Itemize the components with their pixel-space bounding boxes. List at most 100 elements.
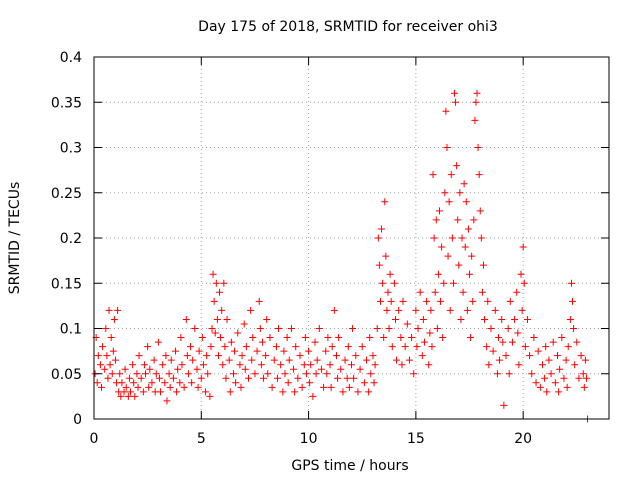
data-point <box>391 315 399 323</box>
data-point <box>313 356 321 364</box>
data-point <box>538 361 546 369</box>
data-marks <box>91 89 592 423</box>
data-point <box>511 315 519 323</box>
data-point <box>101 365 109 373</box>
data-point <box>483 343 491 351</box>
data-point <box>344 343 352 351</box>
data-point <box>380 334 388 342</box>
data-point <box>460 180 468 188</box>
data-point <box>260 374 268 382</box>
data-point <box>440 279 448 287</box>
data-point <box>99 343 107 351</box>
data-point <box>242 343 250 351</box>
data-point <box>441 189 449 197</box>
data-point <box>162 352 170 360</box>
data-point <box>287 325 295 332</box>
data-point <box>358 343 366 351</box>
data-point <box>352 352 360 360</box>
x-tick-label: 20 <box>514 431 532 447</box>
data-point <box>209 270 217 278</box>
data-point <box>264 370 272 378</box>
data-point <box>187 343 195 351</box>
data-point <box>129 361 137 369</box>
data-point <box>102 325 110 332</box>
data-point <box>225 356 233 364</box>
data-point <box>104 374 112 382</box>
data-point <box>120 388 128 396</box>
data-point <box>367 370 375 378</box>
data-point <box>332 352 340 360</box>
data-point <box>431 288 439 296</box>
x-tick-label: 0 <box>90 431 99 447</box>
data-point <box>301 334 309 342</box>
data-point <box>279 388 287 396</box>
data-point <box>555 388 563 396</box>
data-point <box>253 347 261 355</box>
data-point <box>373 325 381 332</box>
data-point <box>173 388 181 396</box>
data-point <box>502 352 510 360</box>
data-point <box>238 352 246 360</box>
data-point <box>211 329 219 337</box>
y-tick-label: 0.35 <box>51 95 82 111</box>
data-point <box>322 347 330 355</box>
data-point <box>195 347 203 355</box>
data-point <box>569 297 577 305</box>
data-point <box>374 234 382 242</box>
data-point <box>317 365 325 373</box>
data-point <box>188 379 196 387</box>
data-point <box>328 343 336 351</box>
data-point <box>444 252 452 260</box>
data-point <box>270 356 278 364</box>
data-point <box>563 383 571 391</box>
data-point <box>194 383 202 391</box>
data-point <box>420 338 428 346</box>
data-point <box>491 306 499 314</box>
data-point <box>277 361 285 369</box>
y-tick-label: 0.2 <box>60 231 82 247</box>
data-point <box>275 325 283 332</box>
data-point <box>330 306 338 314</box>
data-point <box>152 370 160 378</box>
data-point <box>221 343 229 351</box>
data-point <box>360 379 368 387</box>
data-point <box>108 370 116 378</box>
data-point <box>257 361 265 369</box>
data-point <box>469 297 477 305</box>
data-point <box>571 361 579 369</box>
data-point <box>378 225 386 233</box>
data-point <box>110 315 118 323</box>
data-point <box>489 347 497 355</box>
y-axis-label: SRMTID / TECUs <box>7 182 23 295</box>
data-point <box>135 352 143 360</box>
data-point <box>324 334 332 342</box>
data-point <box>280 347 288 355</box>
data-point <box>449 279 457 287</box>
data-point <box>174 365 182 373</box>
data-point <box>341 356 349 364</box>
data-point <box>484 297 492 305</box>
data-point <box>251 370 259 378</box>
data-point <box>121 365 129 373</box>
data-point <box>474 144 482 151</box>
data-point <box>93 379 101 387</box>
data-point <box>530 334 538 342</box>
data-point <box>366 334 374 342</box>
data-point <box>412 306 420 314</box>
ticks-layer <box>93 56 609 420</box>
x-tick-labels: 0 5 10 15 20 <box>90 431 533 447</box>
data-point <box>159 361 167 369</box>
data-point <box>472 98 480 106</box>
data-point <box>493 370 501 378</box>
data-point <box>463 306 471 314</box>
data-point <box>536 383 544 391</box>
data-point <box>202 388 210 396</box>
data-point <box>500 401 508 409</box>
data-point <box>560 374 568 382</box>
data-point <box>105 306 113 314</box>
data-point <box>150 356 158 364</box>
data-point <box>458 234 466 242</box>
data-point <box>285 356 293 364</box>
data-point <box>435 207 443 215</box>
data-point <box>203 352 211 360</box>
